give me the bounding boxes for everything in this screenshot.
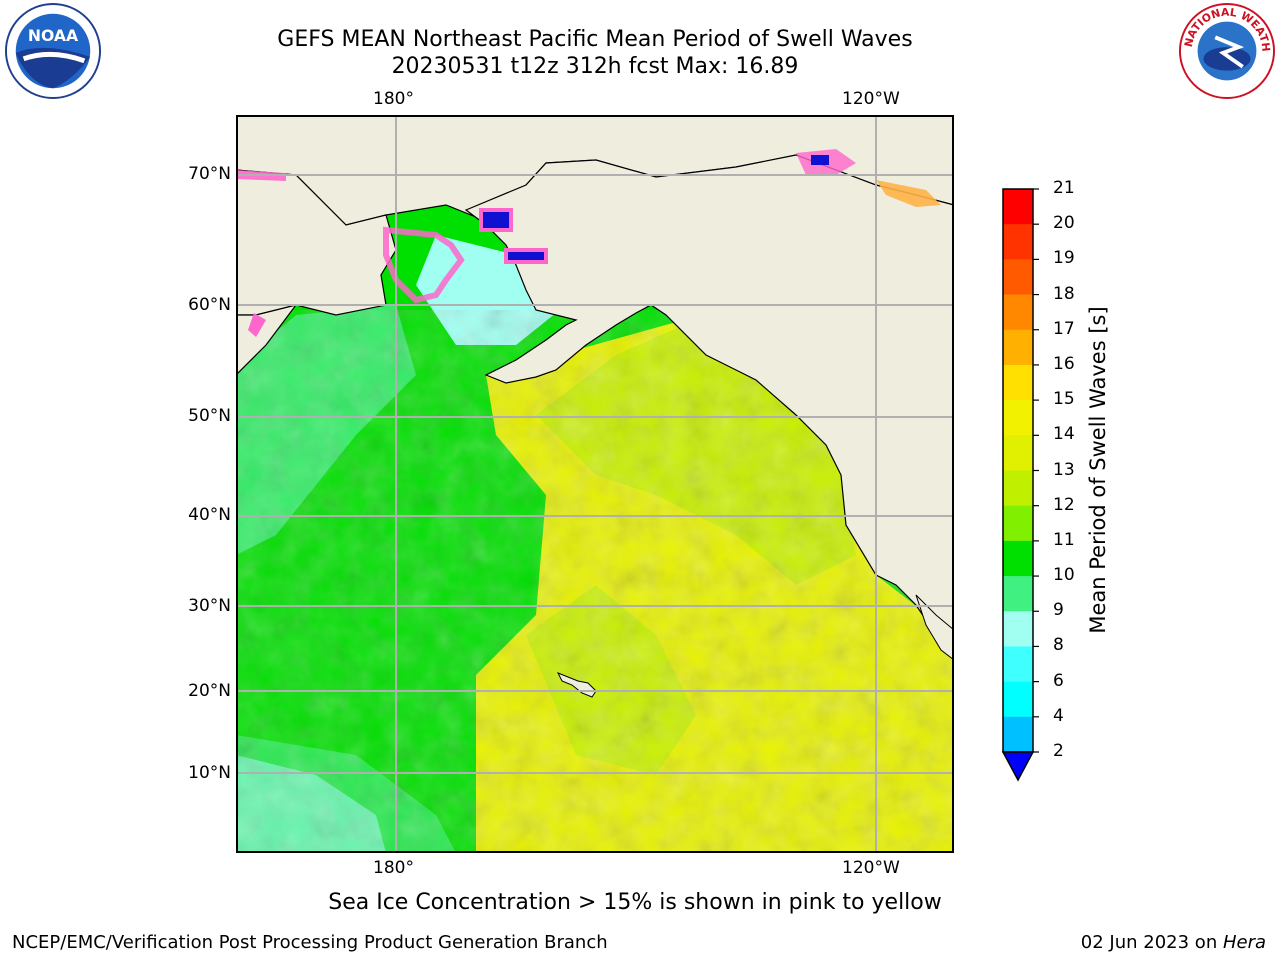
- colorbar-swatch: [1003, 435, 1033, 471]
- ice-arctic-east: [876, 180, 941, 207]
- credit-line: NCEP/EMC/Verification Post Processing Pr…: [12, 932, 608, 953]
- graticule: [236, 115, 954, 853]
- colorbar-swatch: [1003, 540, 1033, 577]
- colorbar-swatch: [1003, 611, 1033, 647]
- colorbar-tick-label: 19: [1053, 248, 1075, 269]
- nws-logo: NATIONAL WEATHER SERVICE: [1178, 2, 1276, 100]
- colorbar-tick-label: 4: [1053, 705, 1064, 726]
- colorbar-extend-arrow: [1001, 751, 1035, 782]
- colorbar-tick-label: 6: [1053, 670, 1064, 691]
- run-date: 02 Jun 2023 on Hera: [1081, 932, 1266, 953]
- lon-label-top-180: 180°: [373, 89, 414, 109]
- lat-label-20n: 20°N: [188, 681, 231, 701]
- ice-yukon: [504, 248, 548, 264]
- colorbar-swatch: [1003, 576, 1033, 612]
- lat-label-30n: 30°N: [188, 596, 231, 616]
- colorbar-tick-label: 11: [1053, 529, 1075, 550]
- ice-bering-north: [383, 226, 465, 304]
- colorbar-tick-label: 9: [1053, 600, 1064, 621]
- lon-label-top-120w: 120°W: [842, 89, 900, 109]
- ice-okhotsk: [248, 313, 266, 337]
- colorbar-swatch: [1003, 364, 1033, 401]
- colorbar-swatch: [1003, 470, 1033, 507]
- colorbar-swatch: [1003, 681, 1033, 718]
- colorbar-tick-label: 8: [1053, 635, 1064, 656]
- run-date-text: 02 Jun 2023 on: [1080, 932, 1223, 953]
- colorbar-tick-label: 20: [1053, 213, 1075, 234]
- colorbar-swatch: [1003, 329, 1033, 366]
- colorbar-tick-label: 2: [1053, 741, 1064, 761]
- colorbar-swatch: [1003, 505, 1033, 542]
- map-panel: [236, 115, 954, 853]
- ice-beaufort-core: [811, 155, 829, 165]
- colorbar-swatch: [1003, 716, 1033, 753]
- map-frame: [236, 115, 954, 853]
- lat-label-70n: 70°N: [188, 164, 231, 184]
- colorbar-swatch: [1003, 224, 1033, 260]
- lon-label-bottom-120w: 120°W: [842, 858, 900, 878]
- ice-norton: [479, 208, 513, 232]
- colorbar-swatch: [1003, 646, 1033, 683]
- chart-title: GEFS MEAN Northeast Pacific Mean Period …: [277, 27, 913, 52]
- svg-text:NOAA: NOAA: [28, 26, 79, 45]
- colorbar-tick-label: 14: [1053, 424, 1075, 445]
- lon-label-bottom-180: 180°: [373, 858, 414, 878]
- colorbar-tick-label: 17: [1053, 318, 1075, 339]
- lat-label-60n: 60°N: [188, 295, 231, 315]
- colorbar-tick-label: 12: [1053, 494, 1075, 515]
- colorbar-swatch: [1003, 189, 1033, 225]
- colorbar-swatch: [1003, 400, 1033, 436]
- lat-label-10n: 10°N: [188, 763, 231, 783]
- colorbar-tick-label: 15: [1053, 389, 1075, 410]
- colorbar: [1001, 188, 1039, 782]
- land-baja: [915, 594, 954, 661]
- colorbar-tick-label: 13: [1053, 459, 1075, 480]
- noaa-logo: NOAA: [4, 2, 102, 100]
- colorbar-swatch: [1003, 294, 1033, 331]
- run-machine: Hera: [1222, 932, 1266, 953]
- chart-subtitle: 20230531 t12z 312h fcst Max: 16.89: [391, 54, 799, 79]
- colorbar-swatch: [1003, 259, 1033, 296]
- colorbar-tick-label: 21: [1053, 178, 1075, 198]
- colorbar-tick-label: 10: [1053, 565, 1075, 586]
- lat-label-50n: 50°N: [188, 406, 231, 426]
- colorbar-label: Mean Period of Swell Waves [s]: [1086, 306, 1110, 634]
- sea-ice-note: Sea Ice Concentration > 15% is shown in …: [328, 890, 942, 915]
- colorbar-tick-label: 18: [1053, 283, 1075, 304]
- colorbar-tick-label: 16: [1053, 353, 1075, 374]
- lat-label-40n: 40°N: [188, 505, 231, 525]
